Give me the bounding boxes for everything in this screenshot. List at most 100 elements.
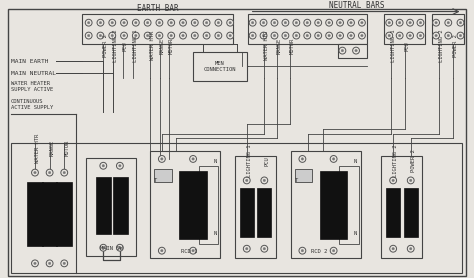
Circle shape [260,19,267,26]
Circle shape [117,244,123,251]
Circle shape [433,19,439,26]
Circle shape [170,34,173,37]
Circle shape [100,244,107,251]
Circle shape [315,32,322,39]
Circle shape [361,34,363,37]
Circle shape [410,247,412,250]
Circle shape [161,249,163,252]
Circle shape [435,21,438,24]
Circle shape [293,32,300,39]
Circle shape [407,245,414,252]
Circle shape [407,19,413,26]
Circle shape [386,32,392,39]
Circle shape [339,47,346,54]
Text: LIGHTING 1: LIGHTING 1 [133,29,137,62]
Bar [320,171,347,239]
Circle shape [328,34,330,37]
Bar [384,14,425,44]
Circle shape [388,21,391,24]
Circle shape [249,19,256,26]
Circle shape [396,32,403,39]
Circle shape [273,21,276,24]
Circle shape [445,19,452,26]
Bar [339,166,359,244]
Circle shape [304,19,310,26]
Circle shape [282,32,289,39]
Circle shape [457,19,464,26]
Circle shape [100,162,107,169]
Bar [235,156,276,259]
Circle shape [180,19,186,26]
Circle shape [332,249,335,252]
Circle shape [262,34,265,37]
Circle shape [158,247,165,254]
Text: LIGHTING 2: LIGHTING 2 [393,145,398,177]
Circle shape [409,34,411,37]
Circle shape [353,47,359,54]
Bar [27,182,43,246]
Circle shape [46,260,53,267]
Circle shape [243,177,250,184]
Circle shape [132,19,139,26]
Circle shape [32,260,38,267]
Circle shape [459,21,462,24]
Circle shape [203,19,210,26]
Circle shape [347,32,355,39]
Circle shape [315,19,322,26]
Bar [56,182,72,246]
Circle shape [271,19,278,26]
Circle shape [123,21,125,24]
Text: PCU: PCU [405,41,410,51]
Bar [337,44,367,58]
Text: CONTINUOUS
ACTIVE SUPPLY: CONTINUOUS ACTIVE SUPPLY [10,99,53,110]
Circle shape [355,49,357,52]
Circle shape [111,34,113,37]
Circle shape [205,34,208,37]
Circle shape [326,19,333,26]
Circle shape [262,21,265,24]
Circle shape [88,34,90,37]
Text: MAIN SW: MAIN SW [100,246,122,251]
Text: PCU: PCU [264,156,269,166]
Circle shape [99,21,101,24]
Circle shape [299,155,306,162]
Text: RCD 2: RCD 2 [310,249,327,254]
Text: MOTOR: MOTOR [64,140,69,156]
Circle shape [358,32,365,39]
Bar [199,166,219,244]
Text: LIGHTING 1: LIGHTING 1 [247,145,252,177]
Circle shape [332,158,335,160]
Circle shape [227,19,234,26]
Circle shape [271,32,278,39]
Text: LIGHTING 2: LIGHTING 2 [439,29,444,62]
Circle shape [61,169,68,176]
Circle shape [97,19,104,26]
Circle shape [46,169,53,176]
Circle shape [261,177,268,184]
Text: LIGHTING 1: LIGHTING 1 [391,29,396,62]
Circle shape [118,247,121,249]
Circle shape [34,262,36,265]
Text: POWER 2: POWER 2 [103,34,108,57]
Bar [82,14,233,44]
Circle shape [229,21,231,24]
Circle shape [48,172,51,174]
Circle shape [99,34,101,37]
Circle shape [433,32,439,39]
Circle shape [399,21,401,24]
Circle shape [120,19,128,26]
Text: MOTOR: MOTOR [290,38,295,54]
Circle shape [246,179,248,182]
Circle shape [193,21,196,24]
Text: PCU: PCU [123,41,128,51]
Circle shape [388,34,391,37]
Text: MEN
CONNECTION: MEN CONNECTION [204,61,236,72]
Circle shape [48,262,51,265]
Circle shape [180,32,186,39]
Circle shape [326,32,333,39]
Circle shape [117,162,123,169]
Circle shape [88,21,90,24]
Circle shape [282,19,289,26]
Circle shape [34,172,36,174]
Circle shape [144,19,151,26]
